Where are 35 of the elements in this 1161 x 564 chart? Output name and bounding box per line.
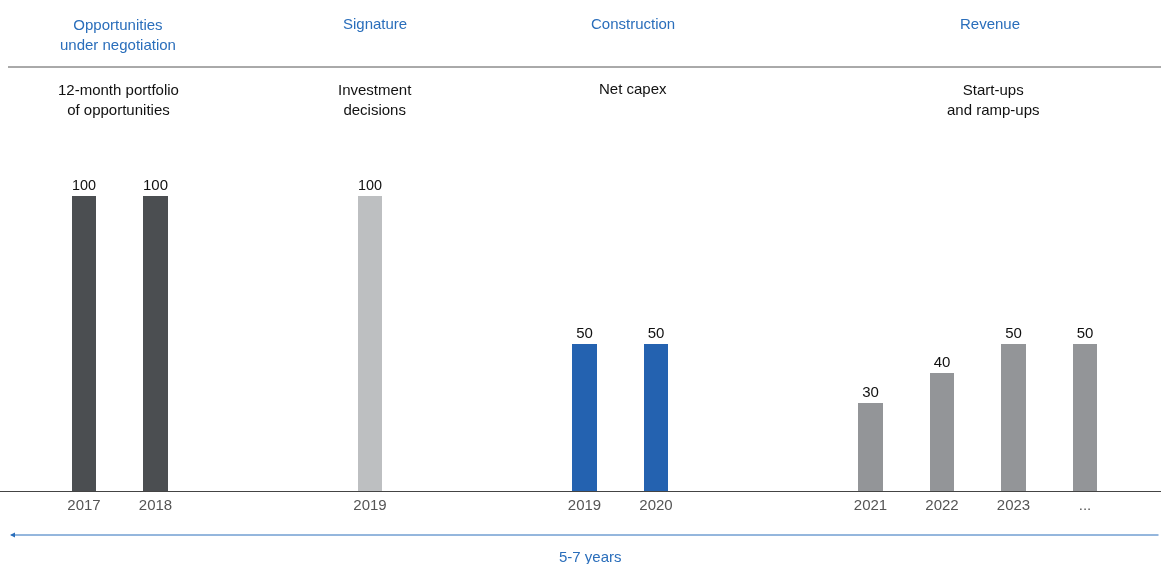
bar — [930, 373, 954, 491]
data-label: 50 — [1076, 324, 1094, 341]
x-tick-label: 2022 — [925, 496, 959, 513]
x-tick-label: 2023 — [996, 496, 1031, 513]
x-tick-label: 2020 — [639, 496, 673, 513]
x-tick-label: 2018 — [138, 496, 173, 513]
data-label: 50 — [647, 324, 665, 341]
data-label: 50 — [1005, 324, 1022, 341]
bar — [1001, 344, 1026, 491]
x-tick-label: 2019 — [353, 496, 387, 513]
text: Investment decisions — [338, 81, 413, 118]
data-label: 100 — [358, 177, 382, 194]
bar — [72, 196, 96, 491]
text: 12-month portfolio of opportunities — [58, 81, 179, 118]
x-tick-label: ... — [1078, 496, 1092, 513]
bar — [143, 196, 168, 491]
data-label: 30 — [862, 383, 879, 400]
bar — [358, 196, 382, 491]
text: Opportunities under negotiation — [60, 16, 176, 53]
data-label: 40 — [933, 353, 951, 370]
text: Construction — [591, 15, 676, 32]
bar — [858, 403, 883, 491]
data-label: 50 — [576, 324, 593, 341]
text: Revenue — [960, 15, 1021, 32]
bar — [644, 344, 668, 491]
data-label: 100 — [143, 176, 168, 193]
data-label: 100 — [72, 177, 96, 194]
text: Signature — [343, 15, 408, 32]
bar — [572, 344, 597, 491]
text: Net capex — [599, 80, 668, 97]
x-tick-label: 2021 — [853, 496, 888, 513]
text: Start-ups and ramp-ups — [947, 81, 1040, 118]
x-tick-label: 2019 — [567, 496, 602, 513]
x-tick-label: 2017 — [67, 496, 101, 513]
bar — [1073, 344, 1097, 491]
